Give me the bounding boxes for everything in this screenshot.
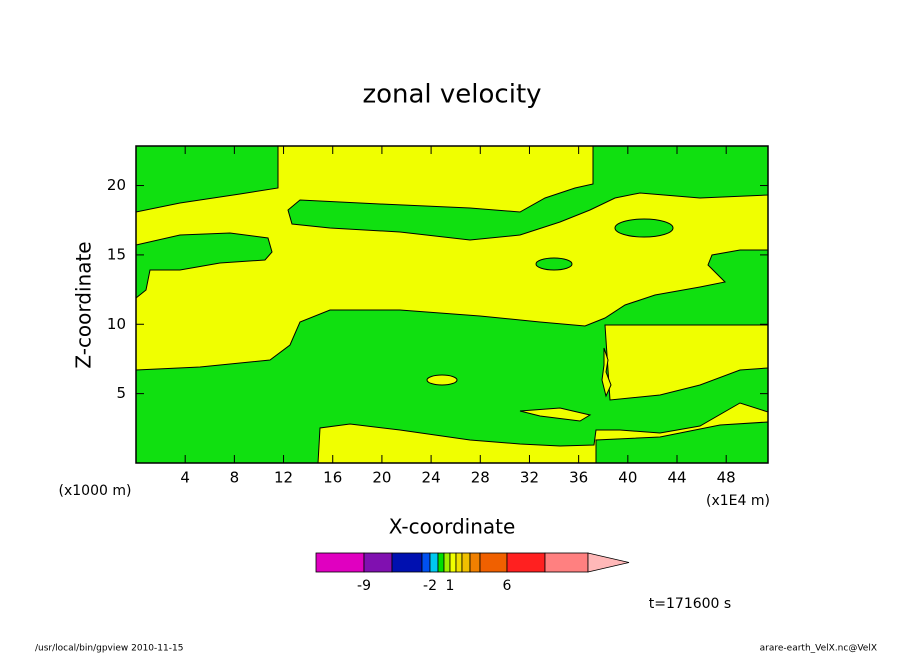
colorbar-tick-label: 1 bbox=[446, 578, 455, 594]
x-tick-label: 36 bbox=[569, 469, 588, 487]
x-tick-label: 12 bbox=[274, 469, 293, 487]
x-tick-label: 20 bbox=[372, 469, 391, 487]
x-tick-label: 24 bbox=[422, 469, 441, 487]
x-tick-label: 28 bbox=[471, 469, 490, 487]
y-tick-label: 20 bbox=[107, 176, 126, 194]
colorbar-segment bbox=[506, 552, 546, 573]
contour-region bbox=[287, 146, 768, 241]
colorbar-segment bbox=[544, 552, 589, 573]
time-label: t=171600 s bbox=[649, 596, 731, 612]
colorbar-segment bbox=[437, 552, 445, 573]
colorbar-segment bbox=[315, 552, 365, 573]
plot-frame bbox=[135, 145, 769, 464]
contour-region bbox=[595, 421, 768, 463]
colorbar-arrow bbox=[587, 552, 630, 573]
colorbar-tick-label: -9 bbox=[357, 578, 371, 594]
x-tick-label: 4 bbox=[180, 469, 190, 487]
colorbar-segment bbox=[479, 552, 508, 573]
colorbar-tick-label: 6 bbox=[503, 578, 512, 594]
x-unit-right: (x1E4 m) bbox=[706, 493, 770, 509]
colorbar-segment bbox=[391, 552, 423, 573]
colorbar-segment bbox=[429, 552, 439, 573]
contour-region bbox=[535, 257, 573, 271]
x-tick-label: 44 bbox=[667, 469, 686, 487]
x-tick-label: 48 bbox=[717, 469, 736, 487]
chart-title: zonal velocity bbox=[362, 80, 541, 110]
y-tick-label: 15 bbox=[107, 245, 126, 263]
x-tick-label: 32 bbox=[520, 469, 539, 487]
contour-region bbox=[519, 407, 592, 422]
y-tick-label: 10 bbox=[107, 315, 126, 333]
colorbar-tick-label: -2 bbox=[423, 578, 437, 594]
y-tick-label: 5 bbox=[116, 384, 126, 402]
contour-region bbox=[136, 146, 279, 213]
colorbar-segment bbox=[455, 552, 463, 573]
footer-right: arare-earth_VelX.nc@VelX bbox=[760, 644, 877, 654]
colorbar-segment bbox=[421, 552, 431, 573]
contour-region bbox=[601, 347, 612, 398]
x-axis-label: X-coordinate bbox=[389, 515, 516, 539]
colorbar-segment bbox=[469, 552, 481, 573]
x-tick-label: 16 bbox=[323, 469, 342, 487]
footer-left: /usr/local/bin/gpview 2010-11-15 bbox=[35, 644, 183, 654]
colorbar-segment bbox=[461, 552, 471, 573]
y-axis-label: Z-coordinate bbox=[72, 241, 96, 368]
contour-region bbox=[614, 218, 674, 238]
contour-field bbox=[136, 146, 768, 463]
x-tick-label: 8 bbox=[230, 469, 240, 487]
colorbar-segment bbox=[449, 552, 457, 573]
x-tick-label: 40 bbox=[618, 469, 637, 487]
contour-region bbox=[136, 232, 273, 299]
x-unit-left: (x1000 m) bbox=[59, 483, 132, 499]
colorbar-segment bbox=[443, 552, 451, 573]
contour-region bbox=[426, 374, 458, 386]
colorbar-segment bbox=[363, 552, 393, 573]
